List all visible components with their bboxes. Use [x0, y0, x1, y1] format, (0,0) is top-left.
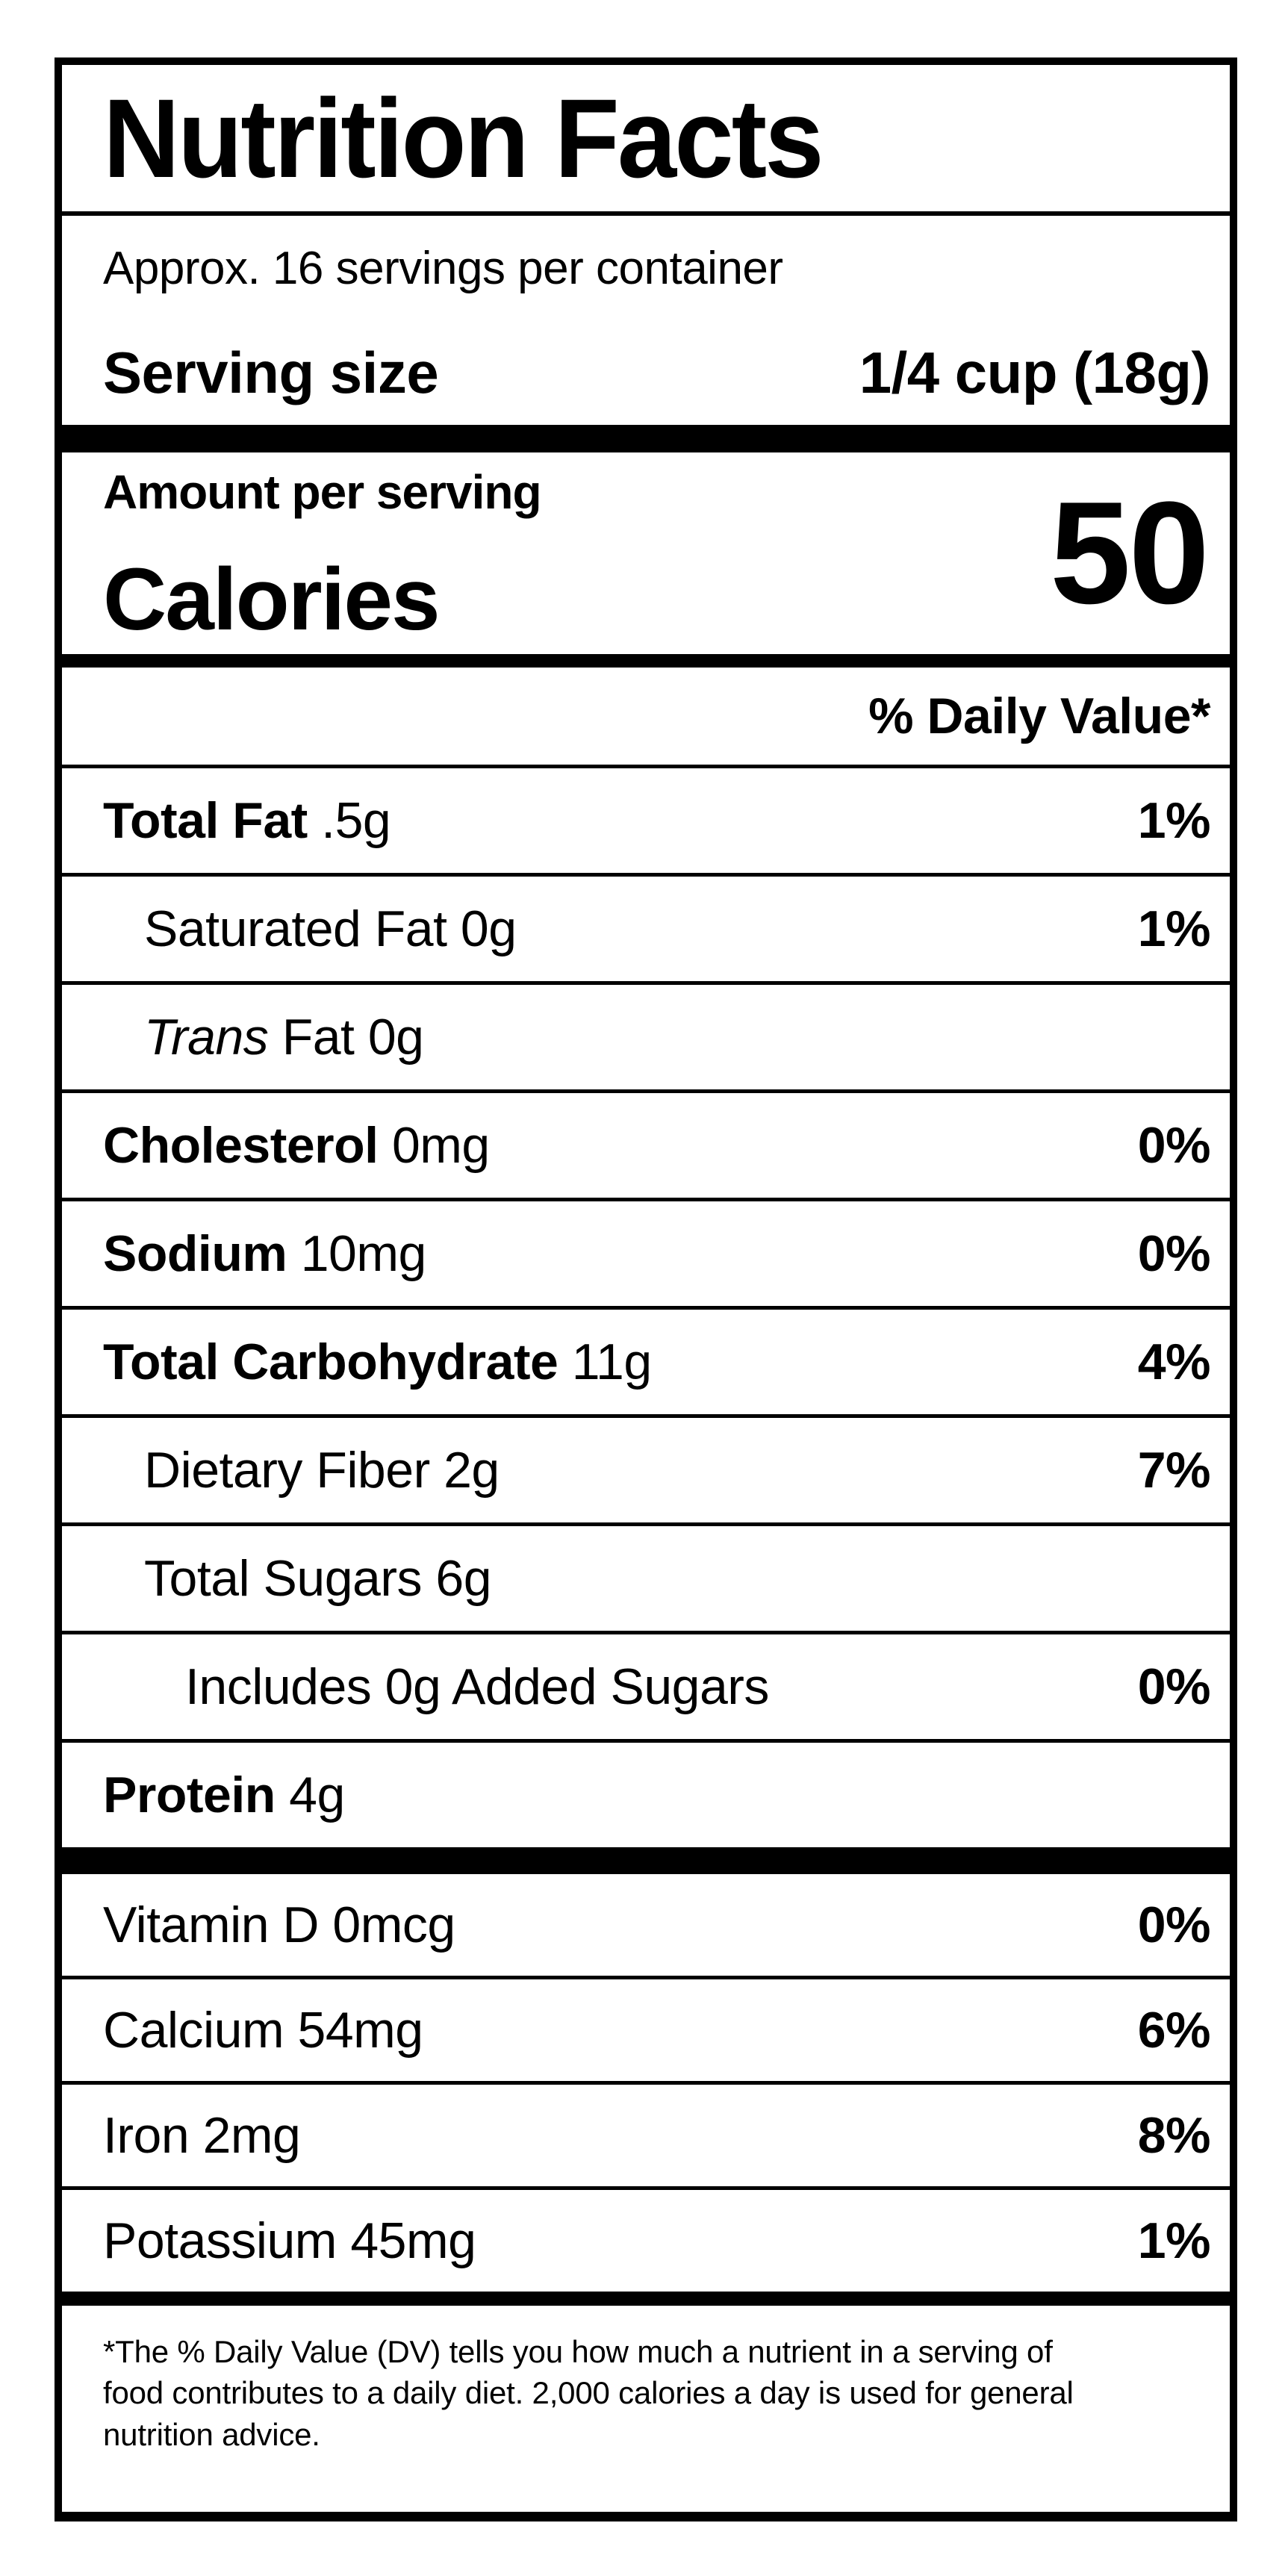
nutrient-amount: 0mg: [378, 1117, 490, 1174]
nutrient-name-italic: Trans: [144, 1009, 269, 1065]
nutrient-row: Saturated Fat 0g 1%: [62, 877, 1230, 981]
nutrient-daily-value: 0%: [1137, 1897, 1211, 1953]
nutrient-daily-value: 1%: [1137, 792, 1211, 849]
serving-size-label: Serving size: [103, 339, 439, 405]
divider: [62, 2081, 1230, 2085]
label-title: Nutrition Facts: [103, 75, 824, 201]
divider: [62, 1522, 1230, 1526]
nutrient-amount: 4g: [275, 1767, 345, 1823]
divider: [62, 765, 1230, 768]
nutrient-name: Total Fat .5g: [103, 792, 391, 849]
divider: [62, 1976, 1230, 1979]
divider: [62, 1631, 1230, 1634]
label-header: Nutrition Facts: [62, 65, 1230, 211]
divider: [62, 1306, 1230, 1310]
micronutrient-row: Calcium 54mg 6%: [62, 1979, 1230, 2081]
nutrient-row: Cholesterol 0mg 0%: [62, 1093, 1230, 1198]
nutrient-amount: 0g: [354, 1009, 424, 1065]
nutrient-name: Cholesterol 0mg: [103, 1117, 490, 1174]
nutrient-row: Dietary Fiber 2g 7%: [62, 1418, 1230, 1522]
divider: [62, 2186, 1230, 2190]
amount-per-serving-label: Amount per serving: [103, 465, 542, 519]
nutrient-name: Potassium 45mg: [103, 2212, 476, 2269]
nutrient-name: Includes 0g Added Sugars: [185, 1658, 769, 1715]
daily-value-header-row: % Daily Value*: [62, 668, 1230, 765]
nutrient-name: Total Sugars 6g: [144, 1550, 492, 1607]
nutrient-daily-value: 1%: [1137, 900, 1211, 957]
nutrient-name: Trans Fat 0g: [144, 1009, 424, 1065]
nutrient-name: Total Carbohydrate 11g: [103, 1334, 652, 1390]
nutrient-amount: 0g: [447, 900, 517, 957]
divider: [62, 1198, 1230, 1201]
nutrient-daily-value: 7%: [1137, 1442, 1211, 1499]
nutrient-amount: 2g: [429, 1442, 500, 1499]
nutrient-amount: 2mg: [189, 2107, 301, 2164]
thick-bar-below-calories: [62, 654, 1230, 668]
nutrient-amount: 10mg: [287, 1225, 427, 1282]
serving-size-row: Serving size 1/4 cup (18g): [62, 320, 1230, 425]
nutrient-name: Iron 2mg: [103, 2107, 301, 2164]
nutrient-name: Calcium 54mg: [103, 2002, 424, 2059]
nutrient-name: Dietary Fiber 2g: [144, 1442, 500, 1499]
nutrient-row: Protein 4g: [62, 1743, 1230, 1847]
micronutrient-row: Iron 2mg 8%: [62, 2085, 1230, 2186]
nutrient-amount: 11g: [558, 1334, 652, 1390]
nutrient-row: Total Fat .5g 1%: [62, 768, 1230, 873]
nutrient-amount: 54mg: [284, 2002, 424, 2059]
nutrient-daily-value: 8%: [1137, 2107, 1211, 2164]
nutrient-amount: .5g: [307, 792, 391, 849]
calories-value: 50: [1050, 471, 1210, 635]
nutrient-row: Total Sugars 6g: [62, 1526, 1230, 1631]
divider: [62, 873, 1230, 877]
nutrient-daily-value: 1%: [1137, 2212, 1211, 2269]
footnote-text: *The % Daily Value (DV) tells you how mu…: [103, 2334, 1074, 2452]
divider-under-title: [62, 211, 1230, 216]
nutrient-row: Includes 0g Added Sugars 0%: [62, 1634, 1230, 1739]
nutrient-row: Total Carbohydrate 11g 4%: [62, 1310, 1230, 1414]
nutrient-name: Protein 4g: [103, 1767, 345, 1823]
nutrient-daily-value: 6%: [1137, 2002, 1211, 2059]
nutrient-daily-value: 4%: [1137, 1334, 1211, 1390]
divider: [62, 981, 1230, 985]
nutrient-daily-value: 0%: [1137, 1658, 1211, 1715]
serving-size-value: 1/4 cup (18g): [859, 339, 1211, 405]
calories-label: Calories: [103, 550, 441, 649]
thick-bar-above-footnote: [62, 2292, 1230, 2306]
nutrient-name: Saturated Fat 0g: [144, 900, 517, 957]
nutrient-amount: 6g: [421, 1550, 492, 1607]
divider: [62, 1089, 1230, 1093]
nutrient-amount: 0mcg: [319, 1897, 455, 1953]
nutrient-row: Sodium 10mg 0%: [62, 1201, 1230, 1306]
nutrition-facts-label: Nutrition Facts Approx. 16 servings per …: [55, 57, 1237, 2521]
nutrient-row: Trans Fat 0g: [62, 985, 1230, 1089]
nutrient-daily-value: 0%: [1137, 1225, 1211, 1282]
nutrient-daily-value: 0%: [1137, 1117, 1211, 1174]
calories-section: Amount per serving Calories 50: [62, 452, 1230, 654]
divider: [62, 1739, 1230, 1743]
nutrient-name: Sodium 10mg: [103, 1225, 427, 1282]
thick-bar-above-micronutrients: [62, 1847, 1230, 1874]
nutrient-name: Vitamin D 0mcg: [103, 1897, 455, 1953]
footnote-section: *The % Daily Value (DV) tells you how mu…: [62, 2306, 1230, 2512]
servings-per-container-text: Approx. 16 servings per container: [103, 242, 783, 294]
nutrient-amount: 45mg: [336, 2212, 476, 2269]
micronutrient-row: Vitamin D 0mcg 0%: [62, 1874, 1230, 1976]
daily-value-header: % Daily Value*: [868, 688, 1210, 744]
thick-bar-below-serving-size: [62, 425, 1230, 452]
micronutrient-row: Potassium 45mg 1%: [62, 2190, 1230, 2292]
divider: [62, 1414, 1230, 1418]
servings-per-container-row: Approx. 16 servings per container: [62, 216, 1230, 320]
